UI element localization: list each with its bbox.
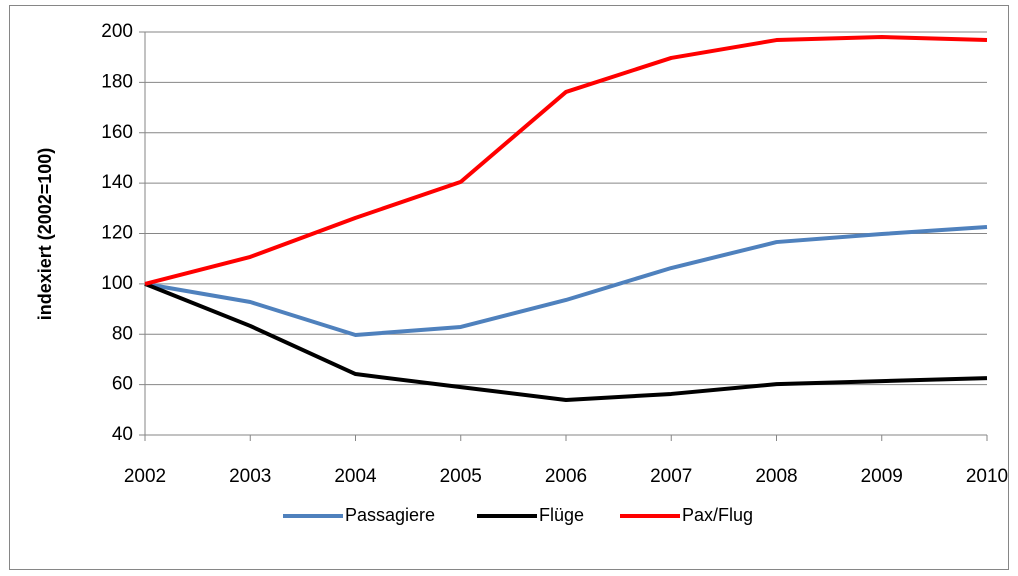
y-tick-label: 60 [112,374,133,395]
x-tick-label: 2008 [755,466,797,487]
y-tick-label: 40 [112,424,133,445]
line-series [144,224,988,338]
legend-label: Pax/Flug [682,505,753,525]
legend-label: Passagiere [345,505,435,525]
x-tick-label: 2002 [124,466,166,487]
y-tick-label: 80 [112,323,133,344]
x-tick-label: 2009 [861,466,903,487]
x-tick-label: 2006 [545,466,587,487]
x-tick-label: 2004 [334,466,377,487]
y-tick-label: 200 [101,21,133,42]
x-tick-label: 2007 [650,466,692,487]
y-tick-label: 100 [101,273,133,294]
x-tick-label: 2005 [440,466,482,487]
y-tick-label: 160 [101,122,133,143]
x-tick-label: 2010 [966,466,1008,487]
y-tick-label: 180 [101,71,133,92]
x-tick-label: 2003 [229,466,271,487]
line-series [144,35,988,286]
legend-label: Flüge [539,505,584,525]
line-series [144,282,988,402]
y-tick-label: 140 [101,172,133,193]
y-axis-label: indexiert (2002=100) [35,148,55,321]
y-tick-label: 120 [101,223,133,244]
